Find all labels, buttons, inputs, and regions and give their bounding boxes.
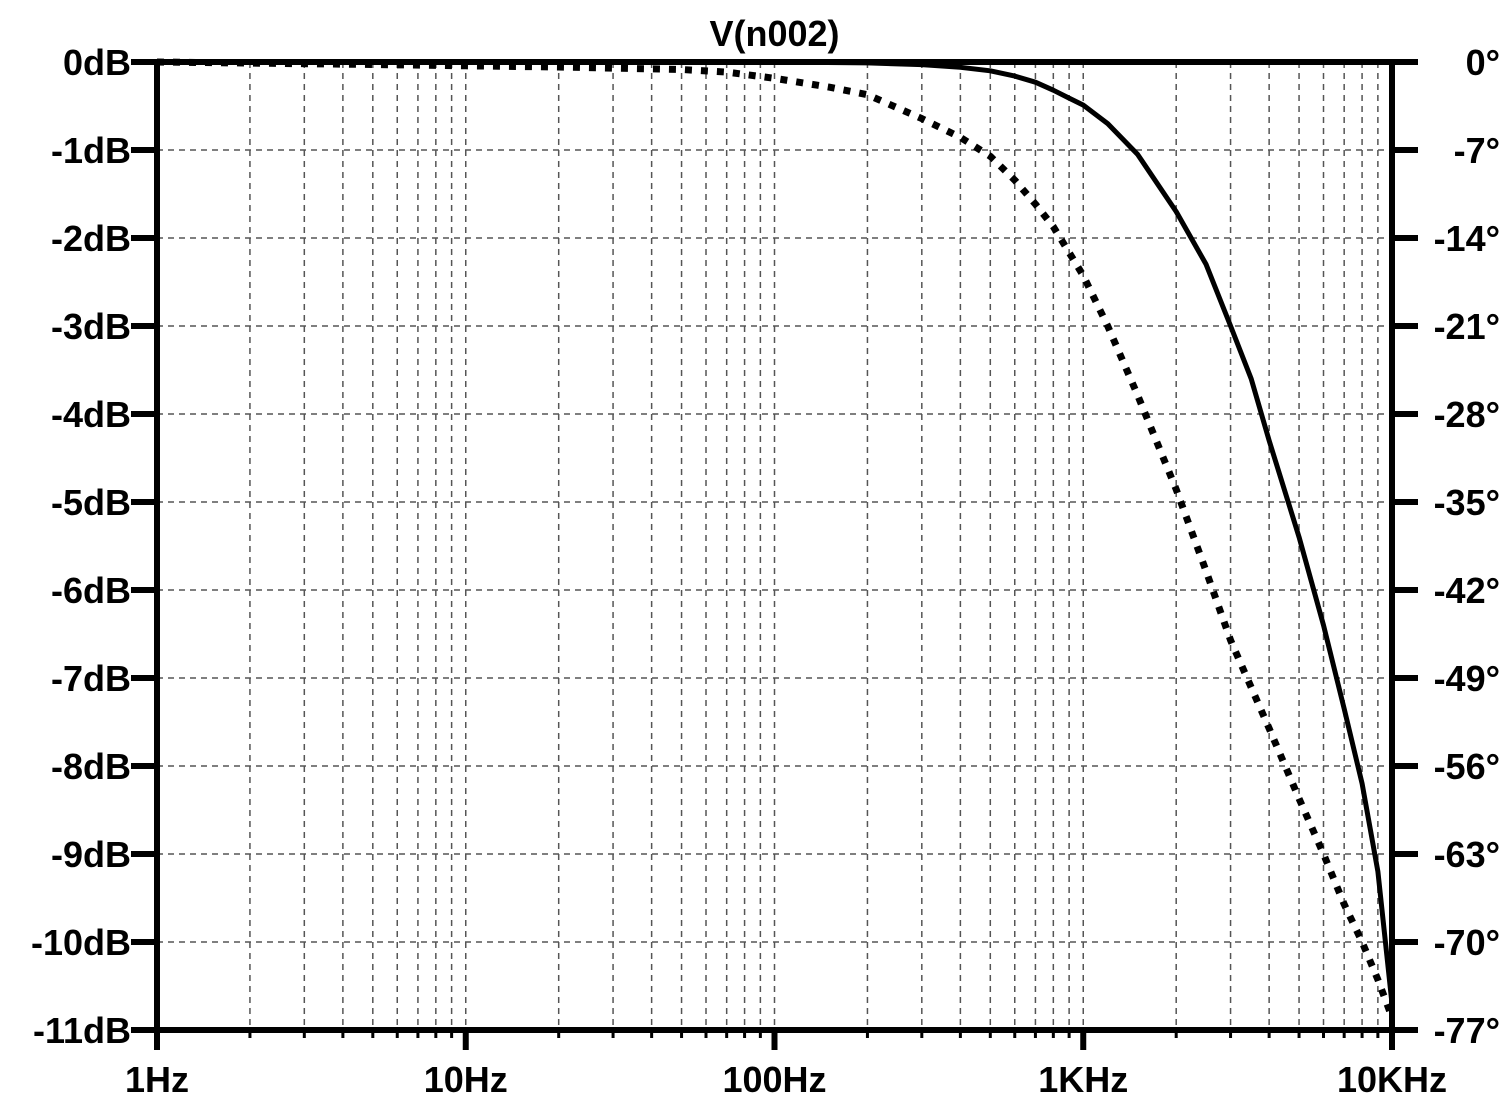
magnitude-curve	[157, 59, 1395, 1004]
axis-labels: 0dB -1dB -2dB -3dB -4dB -5dB -6dB -7dB -8dB -9dB -…	[31, 42, 1500, 1099]
y-left-tick-label: -10dB	[31, 922, 131, 963]
y-left-tick-label: -11dB	[33, 1010, 131, 1051]
x-tick-label: 10Hz	[424, 1059, 508, 1099]
y-right-tick-label: 0°	[1466, 42, 1500, 83]
y-right-tick-label: -77°	[1434, 1010, 1500, 1051]
y-right-tick-label: -28°	[1434, 394, 1500, 435]
grid	[157, 62, 1392, 1030]
y-right-tick-label: -70°	[1434, 922, 1500, 963]
y-right-tick-label: -7°	[1454, 130, 1500, 171]
x-tick-label: 1Hz	[125, 1059, 189, 1099]
y-right-tick-label: -63°	[1434, 834, 1500, 875]
y-right-tick-label: -42°	[1434, 570, 1500, 611]
x-tick-label: 1KHz	[1038, 1059, 1128, 1099]
y-left-tick-label: -6dB	[51, 570, 131, 611]
y-right-tick-label: -14°	[1434, 218, 1500, 259]
y-left-tick-label: 0dB	[63, 42, 131, 83]
chart-title: V(n002)	[709, 13, 839, 54]
y-left-tick-label: -4dB	[51, 394, 131, 435]
phase-curve	[156, 58, 1396, 1019]
y-left-tick-label: -8dB	[51, 746, 131, 787]
y-right-tick-label: -49°	[1434, 658, 1500, 699]
x-tick-label: 100Hz	[722, 1059, 826, 1099]
y-left-tick-label: -2dB	[51, 218, 131, 259]
x-tick-label: 10KHz	[1337, 1059, 1447, 1099]
y-left-tick-label: -7dB	[51, 658, 131, 699]
y-right-tick-label: -35°	[1434, 482, 1500, 523]
y-left-tick-label: -1dB	[51, 130, 131, 171]
y-left-tick-label: -9dB	[51, 834, 131, 875]
y-right-tick-label: -21°	[1434, 306, 1500, 347]
y-left-tick-label: -3dB	[51, 306, 131, 347]
y-right-tick-label: -56°	[1434, 746, 1500, 787]
y-left-tick-label: -5dB	[51, 482, 131, 523]
axis-ticks	[131, 59, 1418, 1050]
